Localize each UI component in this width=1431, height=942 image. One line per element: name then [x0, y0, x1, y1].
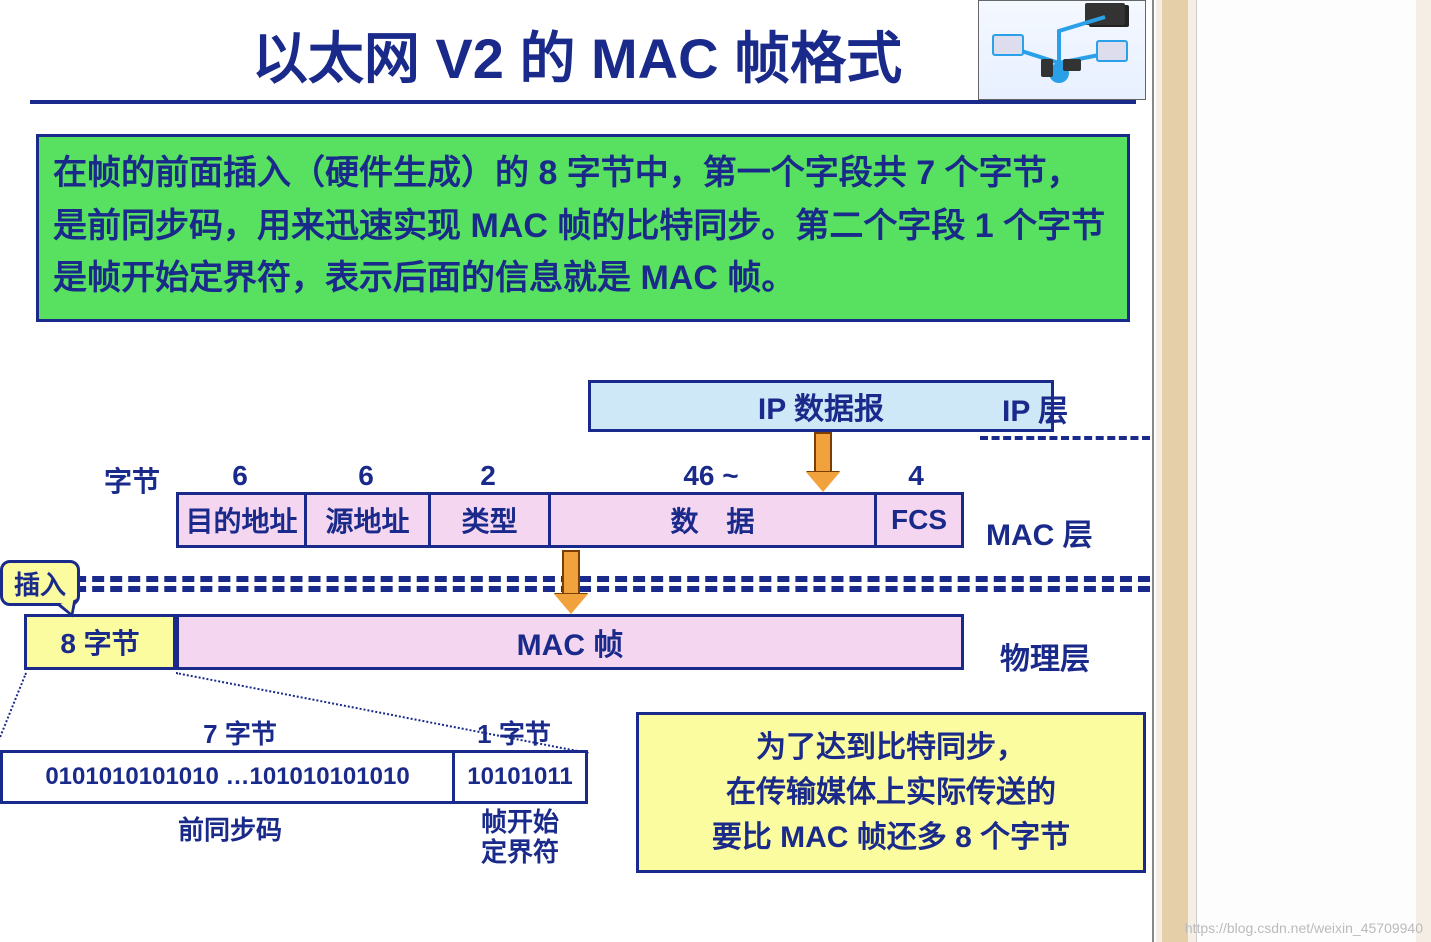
byte-count-0: 6 [180, 460, 300, 492]
title-underline [30, 100, 1136, 104]
slide-title: 以太网 V2 的 MAC 帧格式 [252, 14, 902, 95]
mac-frame-fields: 目的地址源地址类型数 据FCS [176, 492, 964, 548]
sfd-caption-l2: 定界符 [481, 837, 559, 867]
preamble-8byte-box: 8 字节 [24, 614, 176, 670]
network-icon [978, 0, 1146, 100]
desktop-background-strip [1156, 0, 1431, 942]
frame-field-2: 类型 [431, 495, 551, 545]
ip-layer-label: IP 层 [1002, 386, 1068, 430]
insert-callout: 插入 [0, 560, 80, 606]
mac-layer-label: MAC 层 [986, 510, 1093, 554]
physical-layer-label: 物理层 [1000, 634, 1090, 678]
frame-field-4: FCS [877, 495, 961, 545]
mac-frame-box: MAC 帧 [176, 614, 964, 670]
yellow-note-box: 为了达到比特同步， 在传输媒体上实际传送的 要比 MAC 帧还多 8 个字节 [636, 712, 1146, 873]
preamble-bits-cell: 0101010101010 …101010101010 [3, 753, 455, 801]
preamble-1byte-label: 1 字节 [454, 714, 574, 751]
sfd-caption-l1: 帧开始 [481, 807, 559, 837]
arrow-ip-to-data [806, 432, 840, 492]
sfd-caption: 帧开始 定界符 [450, 808, 590, 868]
frame-diagram: IP 数据报 IP 层 字节 66246 ~ 15004 目的地址源地址类型数 … [0, 360, 1154, 920]
description-box: 在帧的前面插入（硬件生成）的 8 字节中，第一个字段共 7 个字节，是前同步码，… [36, 134, 1130, 322]
strip-bar [1162, 0, 1188, 942]
byte-count-4: 4 [856, 460, 976, 492]
byte-count-2: 2 [428, 460, 548, 492]
yellow-note-l3: 要比 MAC 帧还多 8 个字节 [653, 815, 1129, 860]
yellow-note-l2: 在传输媒体上实际传送的 [653, 770, 1129, 815]
slide-canvas: 以太网 V2 的 MAC 帧格式 在帧的前面插入（硬件生成）的 8 字节中，第一… [0, 0, 1154, 942]
bytes-word-label: 字节 [104, 460, 160, 500]
watermark-text: https://blog.csdn.net/weixin_45709940 [1185, 920, 1423, 936]
sfd-bits-cell: 10101011 [455, 753, 585, 801]
layer-divider-ip [980, 436, 1150, 440]
preamble-caption: 前同步码 [120, 810, 340, 847]
frame-field-0: 目的地址 [179, 495, 307, 545]
frame-field-1: 源地址 [307, 495, 431, 545]
preamble-bit-row: 0101010101010 …10101010101010101011 [0, 750, 588, 804]
arrow-fields-to-frame [554, 550, 588, 614]
strip-panel [1196, 0, 1416, 942]
ip-datagram-box: IP 数据报 [588, 380, 1054, 432]
frame-field-3: 数 据 [551, 495, 877, 545]
byte-count-1: 6 [306, 460, 426, 492]
yellow-note-l1: 为了达到比特同步， [653, 725, 1129, 770]
preamble-7byte-label: 7 字节 [160, 714, 320, 751]
